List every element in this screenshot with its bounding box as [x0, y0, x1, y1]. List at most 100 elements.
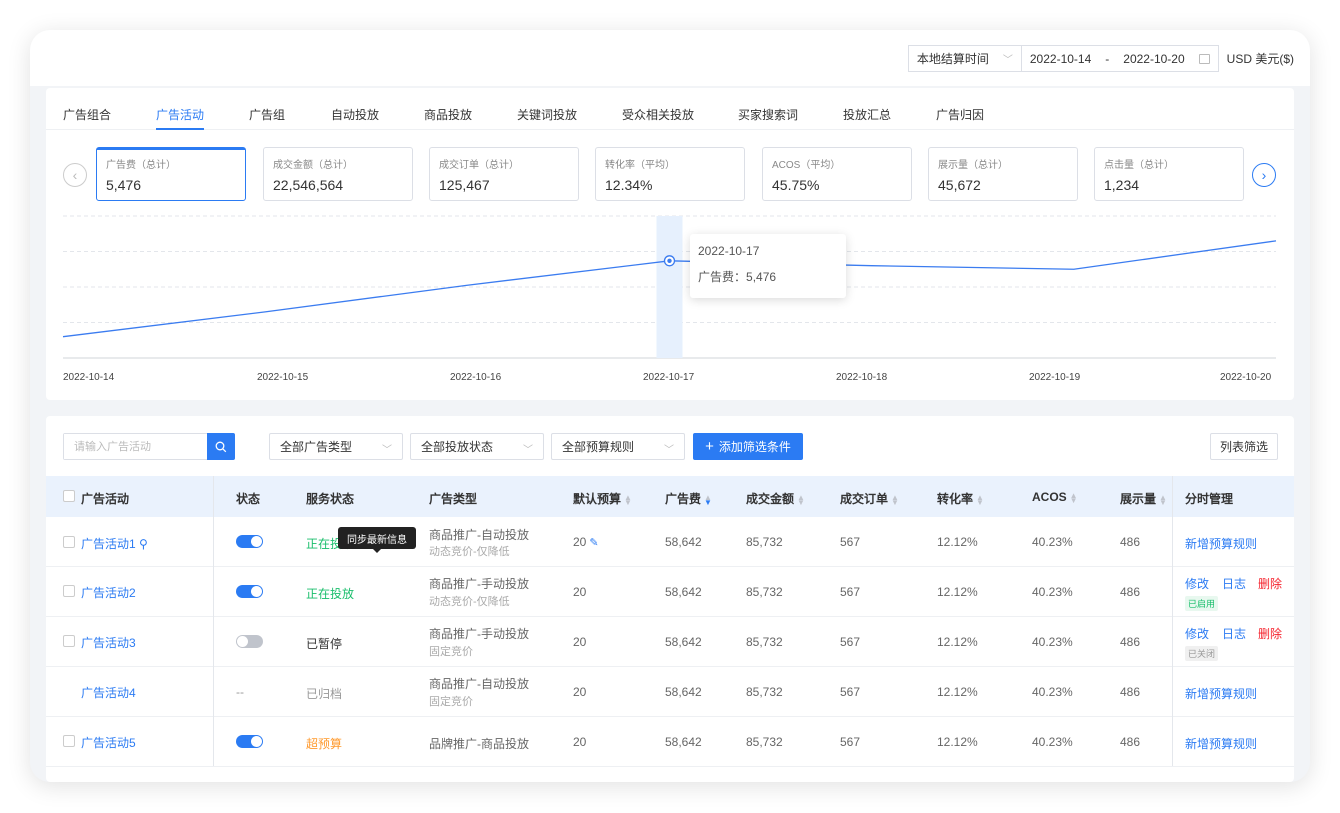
edit-icon[interactable]: ✎ — [586, 537, 599, 549]
sort-desc-icon[interactable]: ▲ ▼ — [704, 492, 712, 507]
tab-auto-targeting[interactable]: 自动投放 — [331, 108, 380, 122]
col-impressions[interactable]: 展示量 ▲ ▼ — [1120, 490, 1167, 507]
select-all-checkbox[interactable] — [63, 490, 75, 502]
date-range-input[interactable]: 2022-10-14 - 2022-10-20 — [1020, 45, 1219, 72]
add-budget-rule-link[interactable]: 新增预算规则 — [1185, 737, 1258, 751]
tab-ad-group[interactable]: 广告组 — [249, 108, 286, 122]
tab-attribution[interactable]: 广告归因 — [936, 108, 985, 122]
impressions: 486 — [1120, 735, 1141, 749]
tab-keyword-targeting[interactable]: 关键词投放 — [517, 108, 578, 122]
campaign-name-link[interactable]: 广告活动4 — [81, 686, 136, 700]
table-row: 广告活动1 ⚲ 正在投放 ↻ 商品推广-自动投放 动态竞价-仅降低 20 ✎ 5… — [46, 517, 1294, 567]
status-toggle[interactable] — [236, 585, 263, 598]
metric-card-orders[interactable]: 成交订单（总计） 125,467 — [429, 147, 579, 201]
row-checkbox[interactable] — [63, 735, 75, 747]
delivery-status-select-value: 全部投放状态 — [421, 440, 494, 454]
x-tick-label: 2022-10-20 — [1220, 372, 1272, 383]
default-budget: 20 — [573, 685, 587, 699]
x-tick-label: 2022-10-17 — [643, 372, 695, 383]
spend: 58,642 — [665, 685, 702, 699]
log-link[interactable]: 日志 — [1222, 627, 1247, 641]
sort-icon[interactable]: ▲ ▼ — [976, 492, 984, 507]
campaign-name-link[interactable]: 广告活动1 ⚲ — [81, 535, 148, 552]
next-arrow-icon[interactable]: › — [1252, 163, 1276, 187]
edit-link[interactable]: 修改 — [1185, 627, 1210, 641]
col-acos[interactable]: ACOS ▲ ▼ — [1032, 490, 1078, 504]
table-row: 广告活动2 正在投放 商品推广-手动投放 动态竞价-仅降低 20 58,642 … — [46, 567, 1294, 617]
metric-card-sales[interactable]: 成交金额（总计） 22,546,564 — [263, 147, 413, 201]
status-toggle[interactable] — [236, 735, 263, 748]
add-budget-rule-link[interactable]: 新增预算规则 — [1185, 537, 1258, 551]
tab-ad-portfolio[interactable]: 广告组合 — [63, 108, 112, 122]
metric-card-cvr[interactable]: 转化率（平均） 12.34% — [595, 147, 745, 201]
row-checkbox[interactable] — [63, 635, 75, 647]
row-checkbox[interactable] — [63, 536, 75, 548]
prev-arrow-icon[interactable]: ‹ — [63, 163, 87, 187]
tab-audience-targeting[interactable]: 受众相关投放 — [622, 108, 695, 122]
metric-card-clicks[interactable]: 点击量（总计） 1,234 — [1094, 147, 1244, 201]
status-toggle[interactable] — [236, 635, 263, 648]
spend-line-chart[interactable] — [46, 208, 1294, 363]
x-tick-label: 2022-10-14 — [63, 372, 115, 383]
acos: 40.23% — [1032, 585, 1073, 599]
delete-link[interactable]: 删除 — [1258, 577, 1283, 591]
metric-value: 1,234 — [1104, 177, 1140, 193]
default-budget: 20 — [573, 585, 587, 599]
orders: 567 — [840, 685, 861, 699]
ad-type-primary: 品牌推广-商品投放 — [429, 737, 529, 751]
service-status: 已归档 — [306, 687, 343, 701]
tab-targeting-summary[interactable]: 投放汇总 — [843, 108, 892, 122]
date-separator: - — [1105, 51, 1110, 66]
metric-card-acos[interactable]: ACOS（平均） 45.75% — [762, 147, 912, 201]
calendar-icon[interactable] — [1198, 53, 1210, 64]
campaign-name-link[interactable]: 广告活动5 — [81, 736, 136, 750]
col-sales[interactable]: 成交金额 ▲ ▼ — [746, 490, 805, 507]
metric-card-impressions[interactable]: 展示量（总计） 45,672 — [928, 147, 1078, 201]
edit-link[interactable]: 修改 — [1185, 577, 1210, 591]
delivery-status-select[interactable]: 全部投放状态 ﹀ — [410, 433, 544, 460]
sort-icon[interactable]: ▲ ▼ — [624, 492, 632, 507]
tab-search-terms[interactable]: 买家搜索词 — [738, 108, 799, 122]
fixed-column-divider — [1172, 476, 1173, 766]
row-checkbox[interactable] — [63, 585, 75, 597]
chevron-down-icon: ﹀ — [664, 445, 674, 456]
tab-ad-campaign[interactable]: 广告活动 — [156, 108, 205, 130]
default-budget[interactable]: 20 ✎ — [573, 535, 599, 549]
time-type-select[interactable]: 本地结算时间 ﹀ — [907, 45, 1021, 72]
toggle-knob — [237, 636, 248, 647]
campaign-name: 广告活动1 — [81, 537, 136, 551]
col-default-budget[interactable]: 默认预算 ▲ ▼ — [573, 490, 632, 507]
tab-product-targeting[interactable]: 商品投放 — [424, 108, 473, 122]
tooltip-value: 5,476 — [746, 270, 777, 284]
metric-card-spend[interactable]: 广告费（总计） 5,476 — [96, 147, 246, 201]
sort-icon[interactable]: ▲ ▼ — [797, 492, 805, 507]
add-budget-rule-link[interactable]: 新增预算规则 — [1185, 687, 1258, 701]
search-input[interactable] — [64, 434, 207, 459]
sort-icon[interactable]: ▲ ▼ — [1159, 492, 1167, 507]
delete-link[interactable]: 删除 — [1258, 627, 1283, 641]
campaign-name-link[interactable]: 广告活动2 — [81, 586, 136, 600]
sort-icon[interactable]: ▲ ▼ — [1069, 490, 1078, 505]
search-button[interactable] — [207, 433, 235, 460]
impressions: 486 — [1120, 685, 1141, 699]
orders: 567 — [840, 535, 861, 549]
x-tick-label: 2022-10-15 — [257, 372, 309, 383]
sync-tooltip: 同步最新信息 — [338, 527, 416, 553]
add-filter-button[interactable]: + 添加筛选条件 — [693, 433, 803, 460]
ad-type-select[interactable]: 全部广告类型 ﹀ — [269, 433, 403, 460]
impressions: 486 — [1120, 535, 1141, 549]
metric-label: 转化率（平均） — [605, 160, 675, 171]
sort-icon[interactable]: ▲ ▼ — [891, 492, 899, 507]
col-cvr[interactable]: 转化率 ▲ ▼ — [937, 490, 984, 507]
date-start: 2022-10-14 — [1029, 51, 1092, 66]
col-orders[interactable]: 成交订单 ▲ ▼ — [840, 490, 899, 507]
campaign-name-link[interactable]: 广告活动3 — [81, 636, 136, 650]
col-impressions-label: 展示量 — [1120, 492, 1157, 506]
budget-rule-select[interactable]: 全部预算规则 ﹀ — [551, 433, 685, 460]
log-link[interactable]: 日志 — [1222, 577, 1247, 591]
hover-highlight-band — [656, 216, 683, 358]
search-icon[interactable]: ⚲ — [139, 537, 148, 551]
status-toggle[interactable] — [236, 535, 263, 548]
col-spend[interactable]: 广告费 ▲ ▼ — [665, 490, 712, 507]
list-filter-button[interactable]: 列表筛选 — [1210, 433, 1278, 460]
